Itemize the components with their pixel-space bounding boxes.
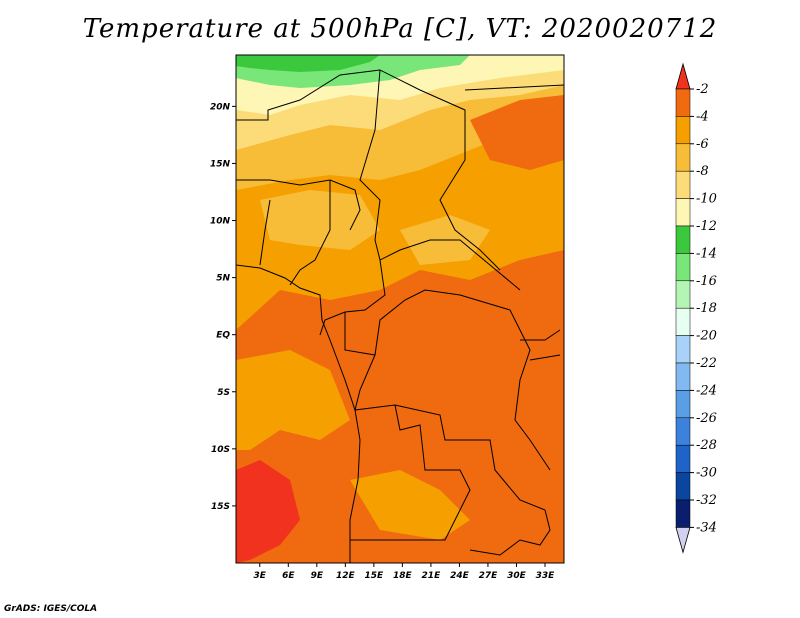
x-tick-label: 18E: [393, 571, 413, 581]
x-tick-label: 6E: [282, 571, 295, 581]
x-tick-label: 24E: [450, 571, 470, 581]
field-layer-red-sw: [236, 460, 300, 563]
x-tick-label: 9E: [311, 571, 324, 581]
colorbar-swatch: [675, 280, 691, 309]
y-tick-label: 20N: [210, 102, 231, 112]
colorbar-swatch: [675, 444, 691, 473]
colorbar-swatch: [675, 198, 691, 227]
colorbar-swatch: [675, 253, 691, 282]
colorbar-label: -32: [696, 493, 717, 508]
map-frame: [235, 54, 565, 564]
field-layer-dark-green: [236, 55, 380, 72]
border-line-16: [469, 509, 551, 556]
colorbar-label: -28: [696, 438, 717, 453]
colorbar-label: -22: [696, 356, 717, 371]
border-line-11: [354, 354, 546, 511]
border-line-14: [520, 329, 561, 341]
colorbar-label: -14: [696, 246, 717, 261]
colorbar-swatch: [675, 116, 691, 145]
colorbar-swatch: [675, 335, 691, 364]
x-tick-label: 3E: [254, 571, 267, 581]
colorbar-label: -20: [696, 329, 717, 344]
x-tick-label: 15E: [365, 571, 385, 581]
field-layer-south-patch: [236, 350, 350, 450]
colorbar-label: -30: [696, 466, 717, 481]
colorbar: -2 -4 -6 -8 -10 -12 -14 -16 -18 -20 -22 -24 -26 -28 -3…: [675, 62, 717, 554]
colorbar-label: -12: [696, 219, 717, 234]
colorbar-swatch: [675, 472, 691, 501]
colorbar-label: -34: [696, 520, 717, 535]
colorbar-swatch: [675, 170, 691, 199]
y-tick-label: 10N: [210, 217, 231, 227]
border-line-7: [289, 180, 331, 286]
colorbar-label: -4: [696, 109, 709, 124]
colorbar-swatch: [675, 143, 691, 172]
border-line-12: [349, 404, 471, 541]
border-line-6: [259, 199, 271, 266]
colorbar-swatch: [675, 417, 691, 446]
border-line-2: [379, 69, 501, 271]
border-line-8: [379, 239, 521, 291]
colorbar-swatch: [675, 225, 691, 254]
x-tick-label: 30E: [507, 571, 527, 581]
border-line-10: [344, 289, 521, 356]
border-line-1: [236, 69, 381, 121]
y-tick-label: 5S: [217, 388, 230, 398]
border-line-15: [529, 354, 561, 361]
border-line-3: [359, 69, 381, 261]
border-line-9: [319, 259, 386, 336]
x-tick-label: 12E: [336, 571, 356, 581]
colorbar-swatch: [675, 88, 691, 117]
y-tick-label: 15S: [211, 502, 230, 512]
colorbar-label: -24: [696, 383, 717, 398]
colorbar-label: -16: [696, 274, 717, 289]
y-tick-label: 10S: [211, 445, 230, 455]
colorbar-swatch: [675, 499, 691, 528]
border-line-4: [464, 84, 564, 91]
x-tick-label: 27E: [479, 571, 499, 581]
colorbar-label: -26: [696, 411, 717, 426]
coastline: [236, 264, 361, 563]
colorbar-top-arrow: [675, 62, 691, 90]
field-layer-angola-patch: [350, 470, 470, 540]
colorbar-swatch: [675, 362, 691, 391]
colorbar-label: -6: [696, 137, 709, 152]
grads-credit: GrADS: IGES/COLA: [4, 604, 98, 614]
colorbar-bottom-arrow: [675, 527, 691, 554]
border-line-13: [514, 329, 551, 471]
x-axis: 3E 6E 9E 12E 15E 18E 21E 24E 27E 30E 33E: [254, 563, 556, 581]
colorbar-swatch: [675, 390, 691, 419]
colorbar-label: -18: [696, 301, 717, 316]
colorbar-label: -8: [696, 164, 709, 179]
y-tick-label: 15N: [210, 159, 231, 169]
x-tick-label: 33E: [536, 571, 556, 581]
field-layer-sahel-light: [260, 190, 380, 250]
y-tick-label: 5N: [216, 274, 230, 284]
y-tick-label: EQ: [216, 331, 230, 341]
country-borders: [236, 69, 564, 563]
colorbar-swatch: [675, 307, 691, 336]
chart-title: Temperature at 500hPa [C], VT: 202002071…: [82, 14, 718, 44]
y-axis: 20N 15N 10N 5N EQ 5S 10S 15S: [210, 102, 236, 512]
temperature-field: [236, 55, 564, 563]
colorbar-label: -2: [696, 82, 709, 97]
colorbar-label: -10: [696, 192, 717, 207]
field-layer-east-dark: [470, 95, 564, 170]
x-tick-label: 21E: [422, 571, 442, 581]
